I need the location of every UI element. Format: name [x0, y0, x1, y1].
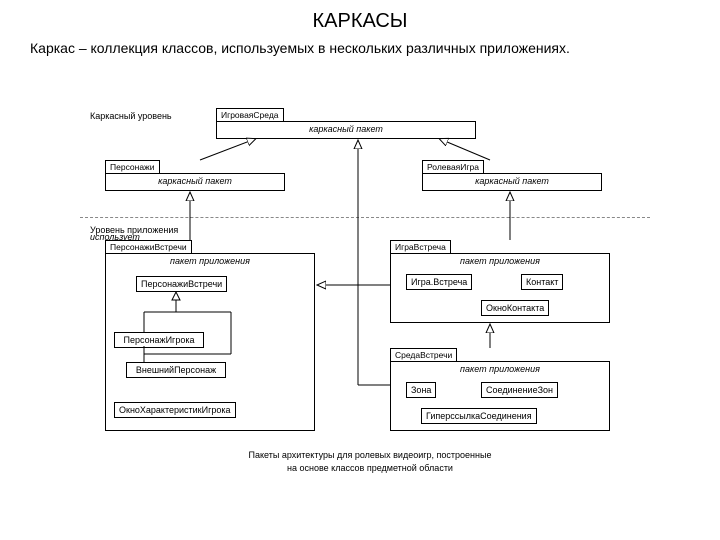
- rolegame-tab: РолеваяИгра: [422, 160, 484, 173]
- caption-line1: Пакеты архитектуры для ролевых видеоигр,…: [90, 450, 650, 460]
- diagram-canvas: Каркасный уровень Уровень приложения исп…: [90, 105, 650, 505]
- game-enc-pkg-label: пакет приложения: [391, 256, 609, 266]
- characters-tab: Персонажи: [105, 160, 160, 173]
- game-env-package: каркасный пакет: [216, 121, 476, 139]
- zone-conn-box: СоединениеЗон: [481, 382, 558, 398]
- characters-pkg-label: каркасный пакет: [106, 176, 284, 186]
- env-enc-package: пакет приложения Зона СоединениеЗон Гипе…: [390, 361, 610, 431]
- rolegame-package: каркасный пакет: [422, 173, 602, 191]
- game-enc-inner-box: Игра.Встреча: [406, 274, 472, 290]
- rolegame-pkg-label: каркасный пакет: [423, 176, 601, 186]
- enc-chars-package: пакет приложения ПерсонажиВстречи Персон…: [105, 253, 315, 431]
- characters-package: каркасный пакет: [105, 173, 285, 191]
- zone-box: Зона: [406, 382, 436, 398]
- level-divider: [80, 217, 650, 218]
- game-enc-tab: ИграВстреча: [390, 240, 451, 253]
- enc-chars-inner-arrows: [106, 254, 316, 432]
- game-enc-package: пакет приложения Игра.Встреча Контакт Ок…: [390, 253, 610, 323]
- framework-level-label: Каркасный уровень: [90, 111, 172, 121]
- caption-line2: на основе классов предметной области: [90, 463, 650, 473]
- page-subtitle: Каркас – коллекция классов, используемых…: [0, 33, 720, 59]
- game-env-tab: ИгроваяСреда: [216, 108, 284, 121]
- env-enc-tab: СредаВстречи: [390, 348, 457, 361]
- env-enc-pkg-label: пакет приложения: [391, 364, 609, 374]
- game-env-pkg-label: каркасный пакет: [217, 124, 475, 134]
- enc-chars-tab: ПерсонажиВстречи: [105, 240, 192, 253]
- hyperlink-box: ГиперссылкаСоединения: [421, 408, 537, 424]
- page-title: КАРКАСЫ: [0, 0, 720, 33]
- contact-window-box: ОкноКонтакта: [481, 300, 549, 316]
- contact-box: Контакт: [521, 274, 563, 290]
